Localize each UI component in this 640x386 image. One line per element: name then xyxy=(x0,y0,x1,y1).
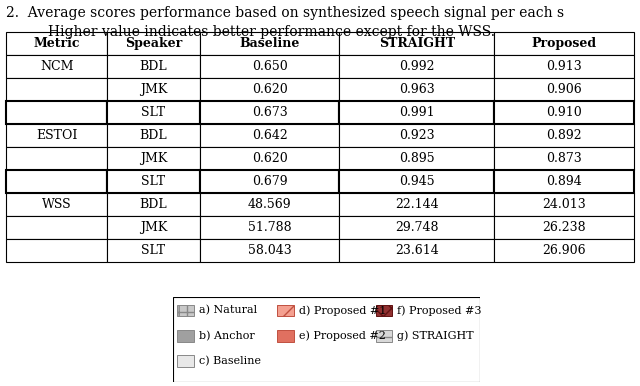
Text: b) Anchor: b) Anchor xyxy=(199,330,255,341)
Text: Higher value indicates better performance except for the WSS.: Higher value indicates better performanc… xyxy=(48,25,495,39)
Text: c) Baseline: c) Baseline xyxy=(199,356,261,366)
Text: e) Proposed #2: e) Proposed #2 xyxy=(299,330,386,341)
Text: f) Proposed #3: f) Proposed #3 xyxy=(397,305,481,316)
Text: 2.  Average scores performance based on synthesized speech signal per each s: 2. Average scores performance based on s… xyxy=(6,6,564,20)
Bar xyxy=(277,305,294,317)
Bar xyxy=(177,355,195,367)
Text: a) Natural: a) Natural xyxy=(199,305,257,316)
Text: d) Proposed #1: d) Proposed #1 xyxy=(299,305,386,316)
Bar xyxy=(376,305,392,317)
Text: g) STRAIGHT: g) STRAIGHT xyxy=(397,330,474,341)
Bar xyxy=(277,330,294,342)
Bar xyxy=(177,330,195,342)
Bar xyxy=(177,305,195,317)
Bar xyxy=(376,330,392,342)
